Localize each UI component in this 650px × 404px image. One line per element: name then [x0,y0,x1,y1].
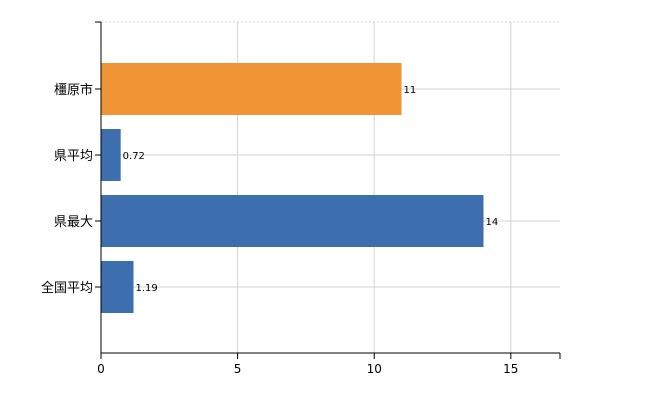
bar-layer [101,63,484,313]
x-tick-label-1: 5 [234,362,242,376]
value-label-2: 14 [486,217,499,228]
bar-1 [101,129,121,181]
x-tick-label-0: 0 [97,362,105,376]
x-tick-label-3: 15 [503,362,518,376]
bar-3 [101,261,134,313]
value-label-1: 0.72 [123,151,145,162]
axis-layer [95,21,561,359]
category-label-0: 橿原市 [54,82,93,98]
category-label-1: 県平均 [54,149,93,164]
label-layer: 11 橿原市 0.72 県平均 14 県最大 1.19 全国平均 0 5 10 15 [41,82,518,376]
x-tick-label-2: 10 [367,362,382,376]
bar-0 [101,63,402,115]
value-label-3: 1.19 [136,283,158,294]
category-label-3: 全国平均 [41,280,93,296]
category-label-2: 県最大 [54,215,93,230]
value-label-0: 11 [404,85,417,96]
bar-2 [101,195,484,247]
